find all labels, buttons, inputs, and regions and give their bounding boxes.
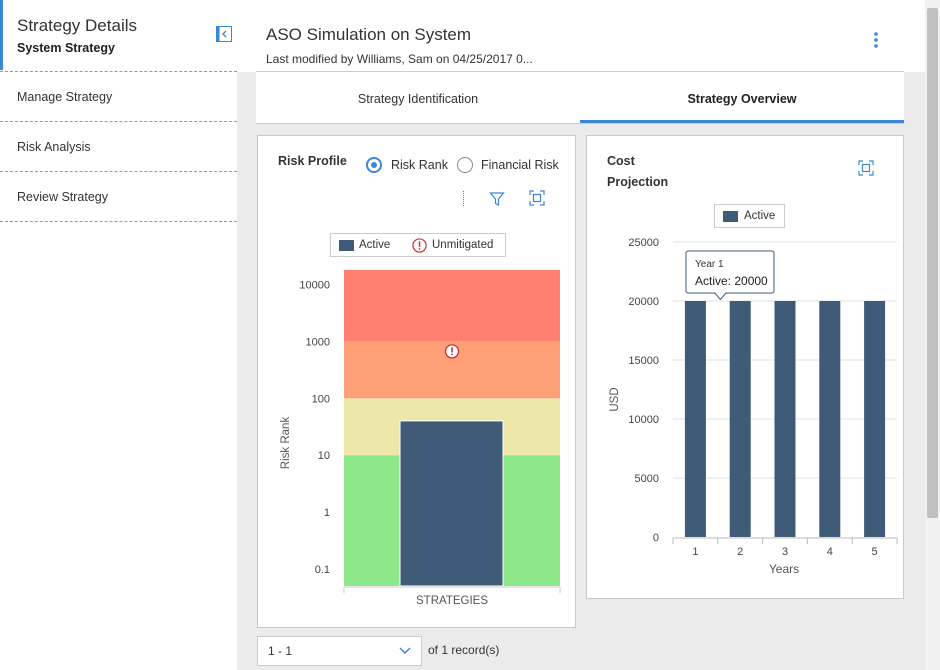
- y-tick-label: 10: [318, 450, 330, 462]
- kebab-menu-icon[interactable]: [871, 32, 881, 48]
- cost-projection-panel: Cost Projection Active 0 5000 10000 15000 20…: [586, 135, 904, 599]
- warning-icon: [412, 238, 427, 253]
- y-tick-label: 10000: [299, 280, 330, 292]
- legend-swatch-active: [339, 240, 354, 251]
- pager-value: 1 - 1: [268, 644, 293, 658]
- x-tick-label: 2: [737, 546, 743, 558]
- bar-year-1: [684, 301, 706, 537]
- x-tick-label: STRATEGIES: [416, 595, 488, 606]
- risk-band-3: [344, 270, 560, 342]
- bar-year-4: [819, 301, 841, 537]
- toolbar-divider: [463, 191, 464, 206]
- risk-profile-title: Risk Profile: [278, 154, 347, 168]
- x-tick-label: 4: [827, 546, 833, 558]
- page-header: [237, 0, 925, 72]
- tab-strategy-identification[interactable]: Strategy Identification: [357, 92, 479, 106]
- x-tick-label: 3: [782, 546, 788, 558]
- chevron-down-icon[interactable]: [398, 645, 412, 655]
- risk-profile-panel: Risk Profile Risk Rank Financial Risk Ac…: [257, 135, 576, 628]
- y-tick-label: 15000: [628, 355, 659, 367]
- cost-title-line1: Cost: [607, 154, 635, 168]
- y-tick-label: 0.1: [315, 564, 330, 576]
- tooltip-value: Active: 20000: [695, 274, 768, 288]
- scrollbar-thumb[interactable]: [927, 8, 938, 518]
- cost-title-line2: Projection: [607, 175, 669, 189]
- y-tick-label: 1000: [306, 336, 330, 348]
- expand-icon[interactable]: [529, 190, 545, 206]
- sidebar-header: Strategy Details System Strategy: [0, 0, 236, 70]
- sidebar-item-review-strategy[interactable]: Review Strategy: [0, 171, 237, 222]
- sidebar-item-label: Review Strategy: [17, 190, 109, 204]
- bar-active-strategies: [399, 420, 504, 587]
- y-tick-label: 1: [324, 507, 330, 519]
- unmitigated-marker-bar: [451, 347, 453, 353]
- sidebar-subtitle: System Strategy: [17, 41, 115, 55]
- sidebar: Strategy Details System Strategy Manage …: [0, 0, 237, 670]
- y-axis-title: Risk Rank: [280, 417, 292, 470]
- legend-label-active: Active: [744, 210, 776, 222]
- tooltip-pointer: [714, 292, 727, 301]
- page-subtitle: Last modified by Williams, Sam on 04/25/…: [266, 52, 533, 66]
- tab-bar: Strategy Identification Strategy Overvie…: [256, 72, 904, 124]
- risk-rank-chart: 0.1 1 10 100 1000 10000 STRATEGIES Risk Rank: [280, 270, 561, 606]
- bar-year-3: [774, 301, 796, 537]
- x-tick-label: 1: [692, 546, 698, 558]
- sidebar-item-label: Risk Analysis: [17, 140, 91, 154]
- active-tab-indicator: [580, 120, 904, 123]
- cost-projection-title: Cost Projection: [607, 151, 668, 193]
- bar-year-5: [864, 301, 886, 537]
- collapse-left-icon[interactable]: [216, 26, 232, 42]
- sidebar-title: Strategy Details: [17, 16, 137, 35]
- sidebar-item-label: Manage Strategy: [17, 90, 113, 104]
- unmitigated-marker-dot: [451, 353, 453, 356]
- pager-select[interactable]: [257, 636, 422, 666]
- x-tick-label: 5: [872, 546, 878, 558]
- tooltip-title: Year 1: [695, 259, 724, 270]
- page-title: ASO Simulation on System: [266, 25, 472, 44]
- risk-rank-label: Risk Rank: [391, 158, 448, 172]
- y-tick-label: 25000: [628, 237, 659, 249]
- legend-label-active: Active: [359, 239, 391, 251]
- expand-icon[interactable]: [858, 160, 874, 176]
- filter-icon[interactable]: [489, 191, 505, 207]
- x-axis-title: Years: [769, 562, 799, 576]
- y-tick-label: 20000: [628, 296, 659, 308]
- y-tick-label: 100: [312, 393, 330, 405]
- risk-rank-radio[interactable]: [366, 157, 382, 173]
- header-divider: [256, 71, 904, 72]
- cost-legend: Active: [714, 204, 785, 228]
- financial-risk-label: Financial Risk: [481, 158, 559, 172]
- y-tick-label: 10000: [628, 414, 659, 426]
- cost-projection-chart: 0 5000 10000 15000 20000 25000 1 2 3 4 5 Years USD Ye…: [609, 237, 898, 576]
- financial-risk-radio[interactable]: [457, 157, 473, 173]
- sidebar-item-risk-analysis[interactable]: Risk Analysis: [0, 121, 237, 170]
- tab-strategy-overview[interactable]: Strategy Overview: [687, 92, 797, 106]
- legend-label-unmitigated: Unmitigated: [432, 239, 494, 251]
- tooltip-box: [685, 250, 775, 294]
- pager-summary: of 1 record(s): [428, 643, 500, 657]
- risk-legend: Active Unmitigated: [330, 233, 506, 257]
- legend-swatch-active: [723, 211, 738, 222]
- bar-year-2: [729, 301, 751, 537]
- y-axis-title: USD: [609, 387, 621, 411]
- sidebar-item-manage-strategy[interactable]: Manage Strategy: [0, 71, 237, 120]
- y-tick-label: 0: [653, 532, 659, 544]
- y-tick-label: 5000: [635, 473, 659, 485]
